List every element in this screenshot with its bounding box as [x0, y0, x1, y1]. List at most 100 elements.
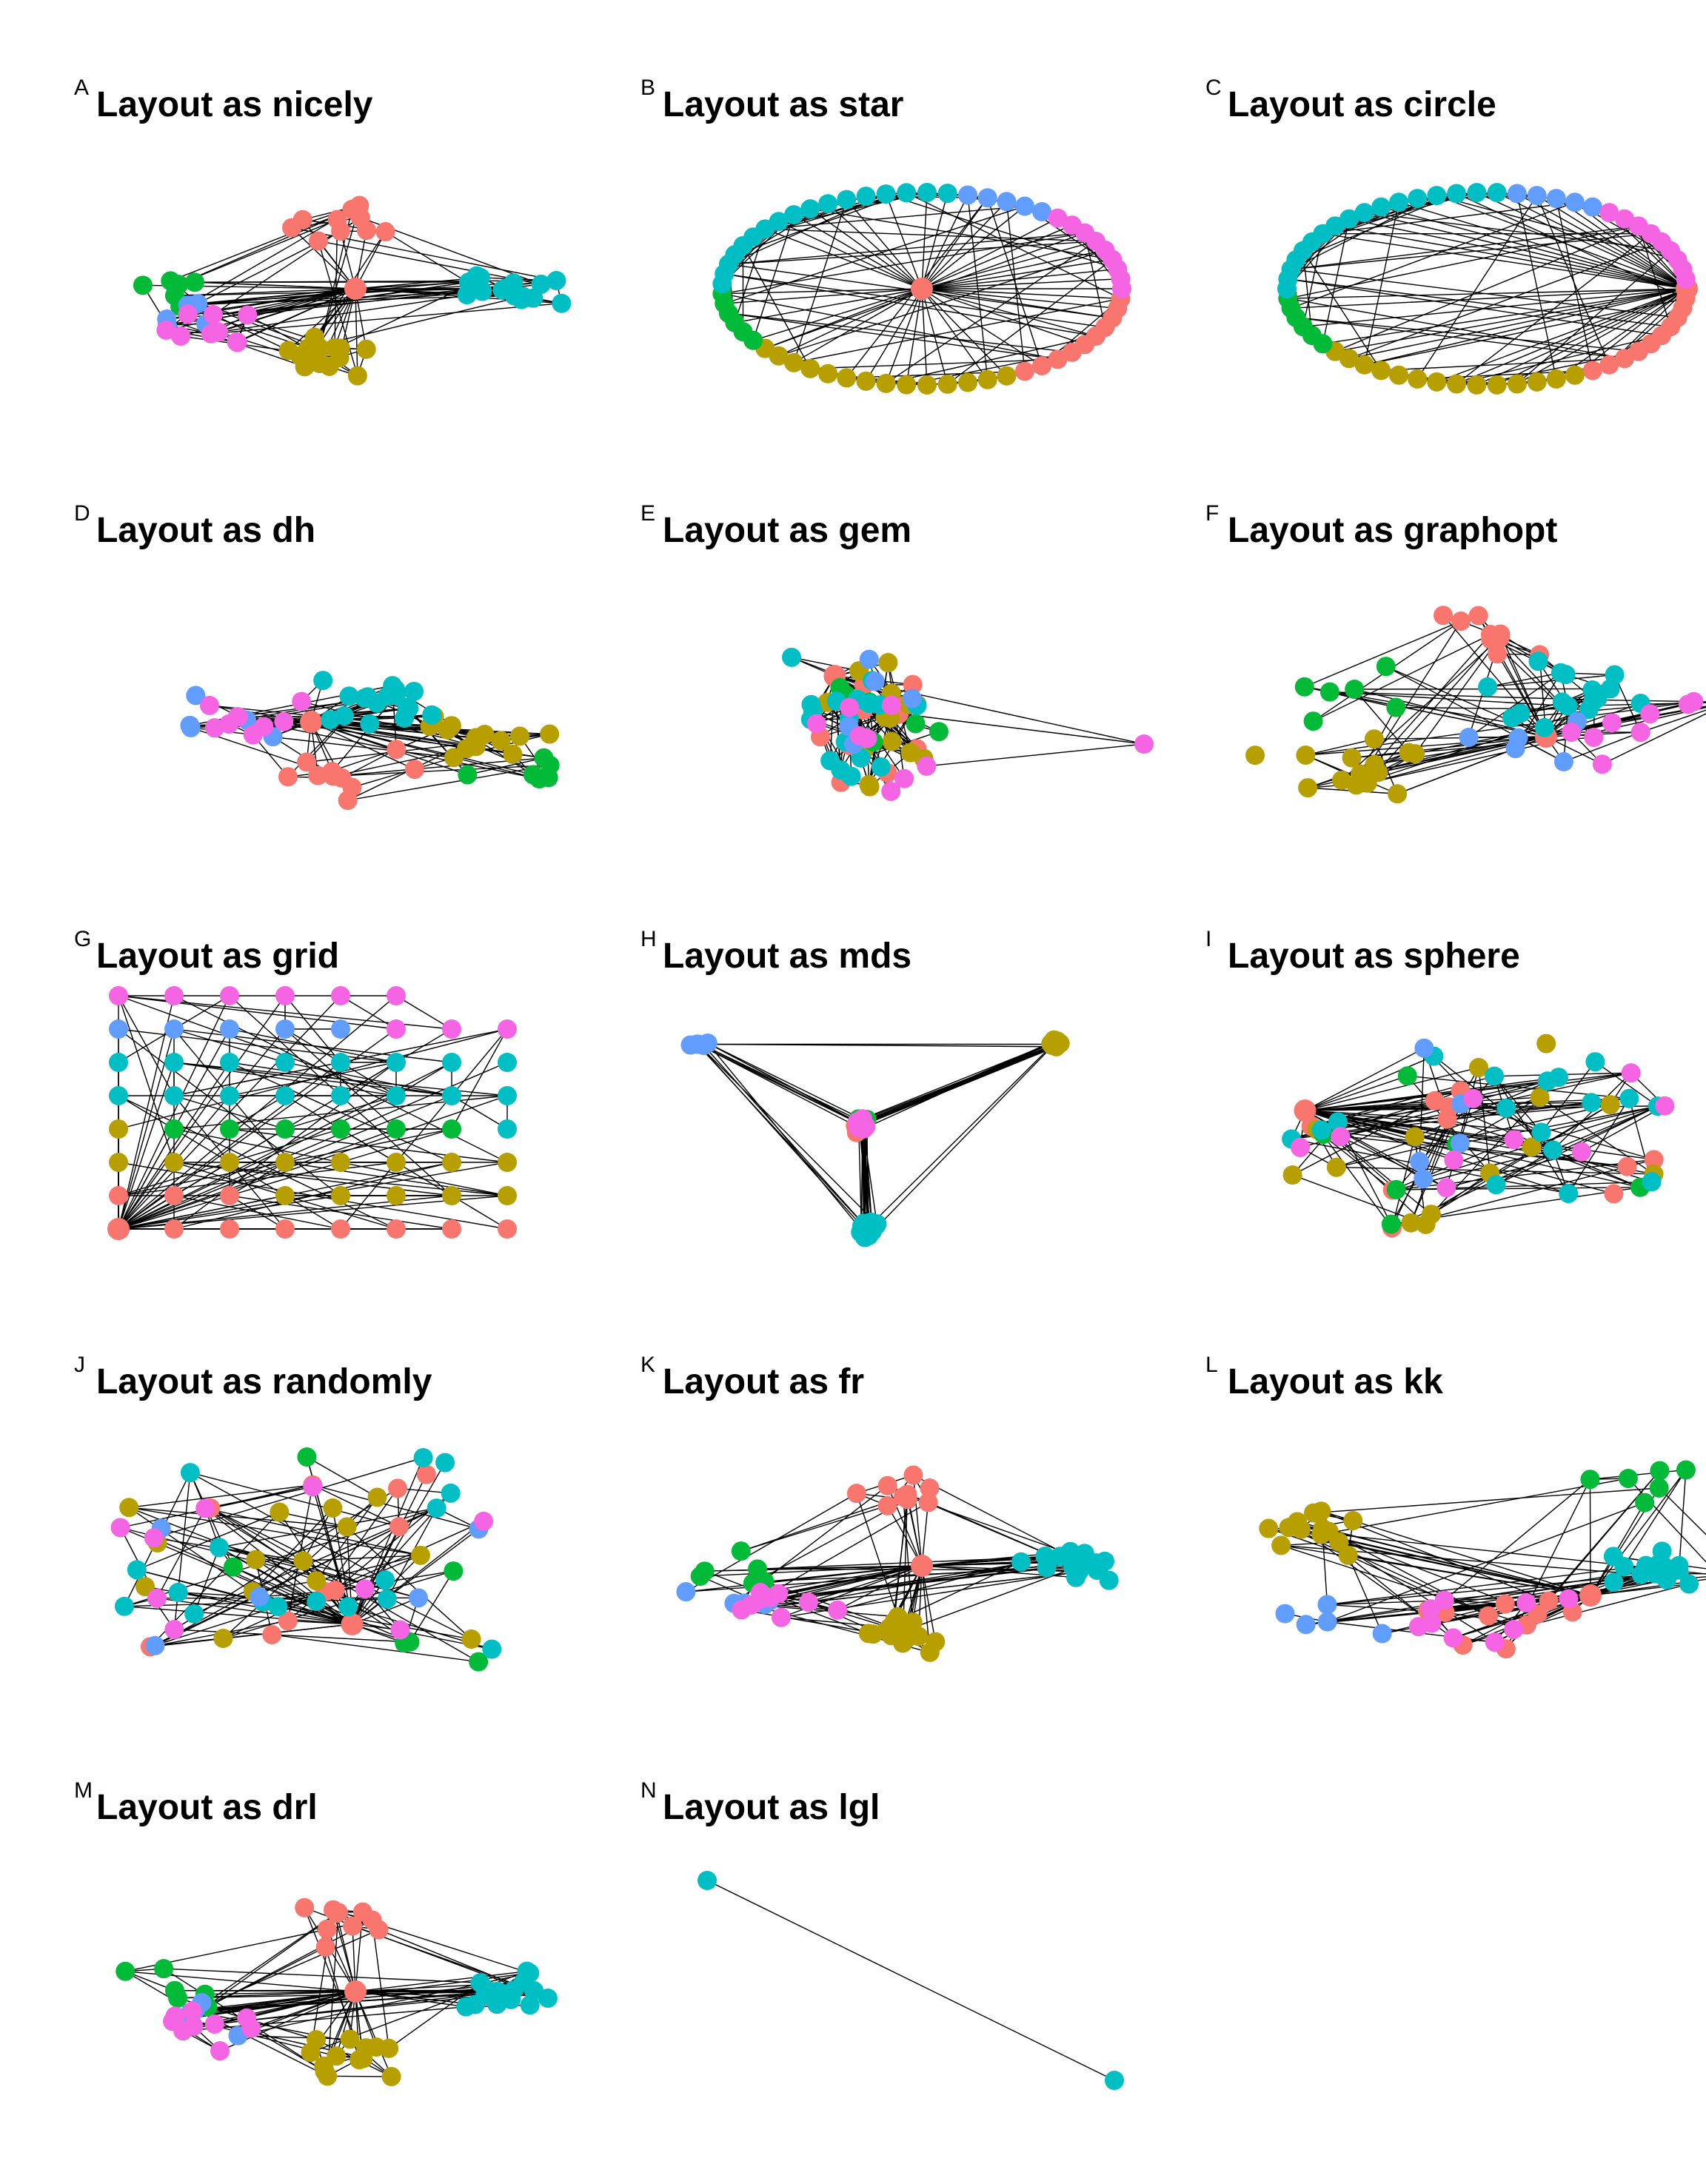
graph-node [115, 1597, 134, 1616]
graph-node [262, 1625, 281, 1644]
graph-node [339, 686, 358, 706]
graph-node [331, 1119, 350, 1139]
graph-node [442, 1053, 461, 1072]
graph-node [1297, 1615, 1316, 1634]
graph-node [145, 1636, 164, 1655]
graph-node [938, 184, 957, 203]
graph-node [680, 1036, 700, 1055]
graph-node [877, 184, 896, 204]
graph-node [1649, 1555, 1668, 1574]
graph-node [1583, 361, 1602, 380]
graph-node [1035, 1547, 1054, 1566]
graph-node [958, 185, 977, 204]
graph-node [1504, 1620, 1523, 1639]
graph-node [1389, 366, 1408, 385]
graph-node [1134, 734, 1154, 754]
graph-node [382, 2067, 401, 2086]
graph-node [1427, 372, 1446, 392]
graph-node [275, 1119, 295, 1139]
graph-node [1298, 778, 1317, 797]
panel-title: Layout as mds [663, 936, 911, 977]
graph-node [818, 194, 837, 213]
graph-edge [341, 996, 396, 1029]
graph-node [1425, 1091, 1445, 1111]
network-graph [663, 1425, 1211, 1751]
panel-letter: C [1205, 76, 1222, 101]
graph-node [1605, 666, 1625, 685]
graph-node [1015, 361, 1034, 381]
panel-title: Layout as gem [663, 510, 911, 551]
graph-node [850, 726, 869, 746]
graph-node [906, 714, 925, 733]
graph-node [1259, 1519, 1278, 1538]
panel-letter: F [1205, 501, 1219, 526]
graph-node [1398, 1066, 1417, 1085]
graph-node [807, 714, 826, 734]
graph-node [383, 676, 402, 695]
graph-edge [863, 1042, 1054, 1119]
graph-node [1559, 1589, 1578, 1608]
graph-node [1435, 1590, 1454, 1609]
graph-node [387, 1186, 406, 1205]
graph-node [338, 1517, 357, 1536]
panel-title: Layout as dh [96, 510, 315, 551]
graph-node [732, 1541, 751, 1561]
graph-node [330, 348, 349, 367]
panel-title: Layout as randomly [96, 1361, 432, 1402]
graph-node [1676, 269, 1696, 289]
graph-edge [860, 1043, 1060, 1123]
graph-edge [1314, 1488, 1659, 1513]
graph-node [309, 231, 328, 250]
graph-node [1553, 692, 1572, 711]
graph-node [1614, 1557, 1633, 1576]
panel-letter: I [1205, 927, 1211, 952]
graph-node [498, 1086, 517, 1105]
graph-node [313, 671, 332, 690]
graph-edge [1305, 621, 1461, 687]
graph-node [1650, 1478, 1669, 1498]
graph-node [331, 1019, 350, 1039]
graph-node [897, 375, 916, 395]
graph-node [331, 1053, 350, 1072]
panel-letter: G [74, 927, 91, 952]
graph-node [367, 2037, 386, 2057]
graph-node [1331, 1127, 1350, 1146]
graph-node [387, 1019, 406, 1039]
graph-node [732, 1600, 751, 1619]
graph-node [498, 1219, 517, 1239]
graph-node [1650, 1461, 1669, 1481]
graph-node [1382, 1214, 1401, 1233]
graph-node [444, 748, 464, 767]
graph-node [331, 1086, 350, 1105]
graph-edge [906, 289, 922, 385]
graph-node [164, 1219, 184, 1239]
graph-node [523, 289, 543, 308]
graph-node [184, 2017, 203, 2036]
graph-node [441, 1484, 461, 1503]
network-graph [96, 1425, 644, 1751]
graph-node [1640, 704, 1659, 723]
graph-node [442, 1019, 461, 1039]
graph-node [1618, 1157, 1637, 1176]
graph-node [1408, 369, 1427, 389]
graph-node [224, 1558, 243, 1577]
graph-edge [707, 1880, 1114, 2080]
graph-node [220, 1186, 239, 1205]
graph-node [387, 986, 406, 1005]
graph-node [1496, 1099, 1516, 1118]
panel-title: Layout as graphopt [1228, 510, 1557, 551]
graph-node [1434, 606, 1453, 625]
graph-node [498, 1119, 517, 1139]
graph-node [929, 722, 949, 741]
graph-node [1011, 1552, 1031, 1572]
graph-edge [118, 996, 396, 1029]
graph-node [387, 1119, 406, 1139]
graph-node [300, 711, 322, 733]
graph-node [860, 775, 879, 794]
graph-node [414, 1448, 433, 1467]
